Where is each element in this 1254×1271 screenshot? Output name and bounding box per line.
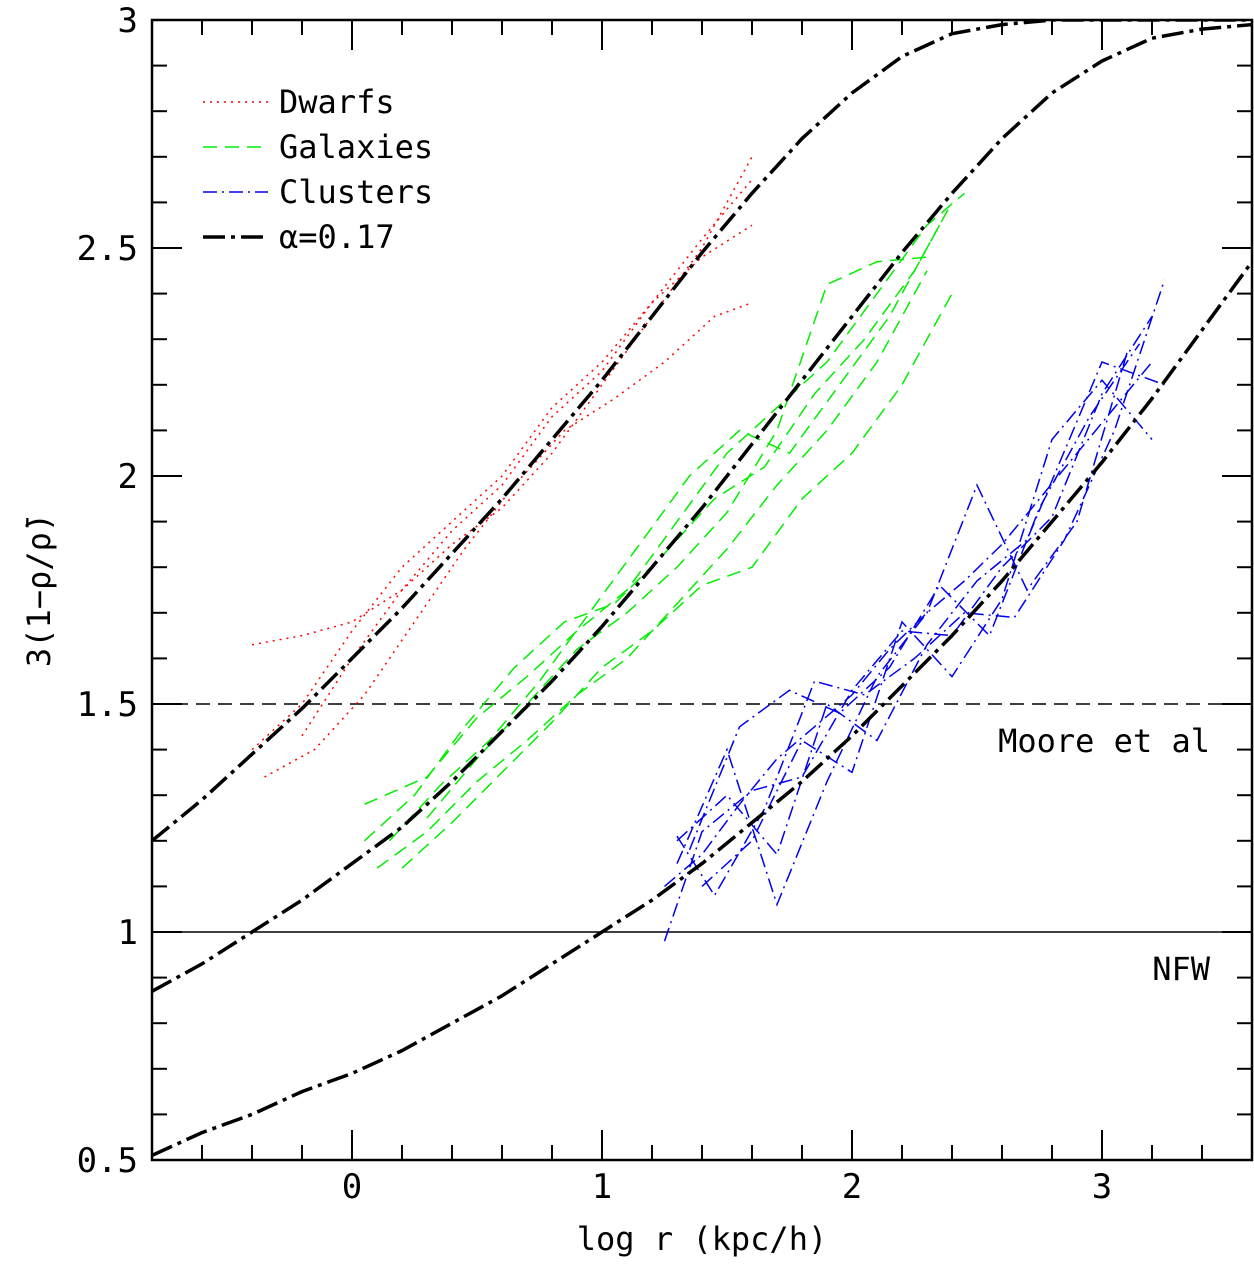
series-galaxies-8 [426,256,928,819]
model-curve-1 [152,22,1252,993]
series-dwarfs-3 [301,179,753,737]
legend-label-3: α=0.17 [279,218,395,256]
legend-label-2: Clusters [279,173,433,211]
series-clusters-13 [676,352,1128,907]
series-galaxies-5 [376,270,928,869]
legend: Dwarfs Galaxies Clusters α=0.17 [203,83,433,256]
series-dwarfs-2 [251,224,753,751]
model-curves [152,20,1252,1157]
series-galaxies-9 [388,224,941,842]
y-tick-label: 2.5 [77,229,138,269]
legend-label-1: Galaxies [279,128,433,166]
y-tick-label: 2 [118,457,138,497]
reference-lines [152,703,1252,933]
x-tick-label: 1 [592,1167,612,1207]
series-dwarfs-1 [264,301,753,778]
y-tick-label: 0.5 [77,1141,138,1181]
series-galaxies-7 [363,202,953,842]
y-tick-label: 1 [118,913,138,953]
series-clusters-14 [688,343,1141,851]
y-tick-label: 3 [118,1,138,41]
reference-label-1: NFW [1152,950,1211,988]
series-dwarfs-0 [251,156,753,646]
model-curve-0 [152,20,1252,843]
legend-label-0: Dwarfs [279,83,395,121]
model-curve-2 [152,260,1252,1157]
reference-label-0: Moore et al [998,722,1210,760]
x-axis-title: log r (kpc/h) [577,1220,827,1258]
axis-tick-labels: 0 1 2 3 0.5 1 1.5 2 2.5 3 [77,1,1113,1207]
series-galaxies-4 [364,192,965,805]
series-clusters-15 [701,379,1153,887]
x-tick-label: 2 [842,1167,862,1207]
series-clusters-12 [676,279,1166,897]
reference-labels: Moore et al NFW [998,722,1211,988]
x-tick-label: 3 [1092,1167,1112,1207]
axis-ticks [151,19,1253,1161]
y-axis-title: 3(1−ρ/ρ̄) [20,513,58,667]
series-clusters-11 [663,315,1153,942]
series-galaxies-6 [401,293,953,869]
x-tick-label: 0 [342,1167,362,1207]
y-tick-label: 1.5 [77,685,138,725]
